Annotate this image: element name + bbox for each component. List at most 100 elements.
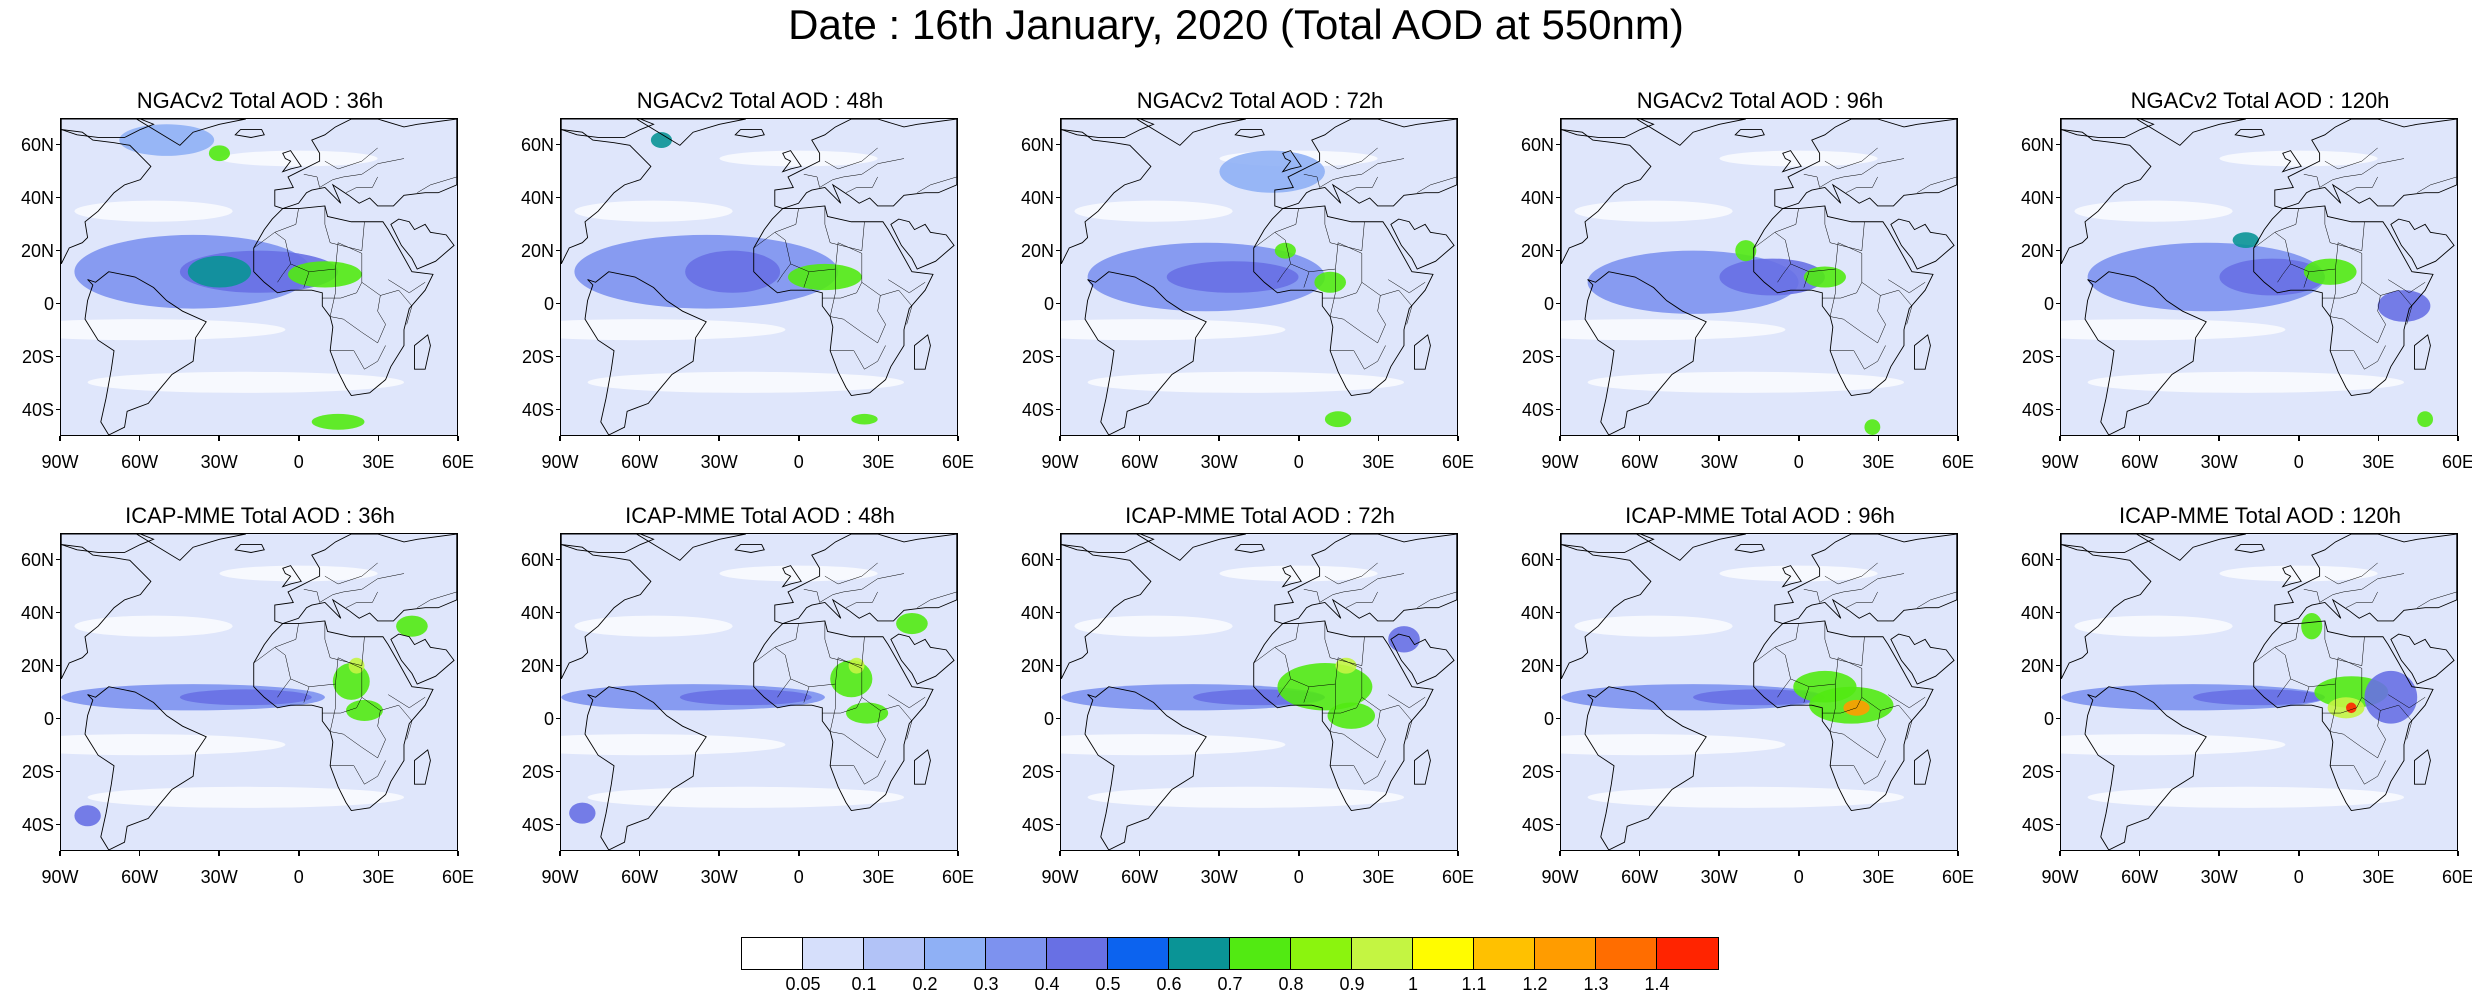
- coastline: [1281, 565, 1302, 588]
- country-border: [2398, 705, 2413, 740]
- map-frame: [560, 118, 958, 436]
- latitude-tick-label: 20S: [2021, 346, 2054, 367]
- country-border: [398, 290, 413, 325]
- country-border: [277, 263, 291, 283]
- country-border: [1388, 694, 1426, 709]
- latitude-tick-mark: [1556, 611, 1560, 614]
- aod-plume: [685, 250, 781, 293]
- aod-plume: [396, 615, 428, 637]
- longitude-tick-label: 30W: [2200, 452, 2238, 472]
- coastline: [914, 749, 931, 785]
- country-border: [2417, 591, 2457, 608]
- longitude-tick-label: 30E: [862, 867, 895, 887]
- aod-plume: [1388, 626, 1420, 653]
- longitude-tick-mark: [1559, 436, 1561, 441]
- longitude-tick-label: 90W: [1041, 452, 1079, 472]
- coastline: [61, 544, 152, 680]
- country-border: [1777, 678, 1791, 698]
- latitude-tick-label: 20N: [1520, 240, 1554, 261]
- clean-air-streak: [1061, 319, 1286, 341]
- clean-air-streak: [1061, 734, 1286, 756]
- longitude-tick-label: 60W: [121, 867, 159, 887]
- coastline: [1753, 205, 1934, 397]
- longitude-tick-mark: [1798, 851, 1800, 856]
- country-border: [388, 694, 426, 709]
- coastline: [2135, 534, 2246, 561]
- latitude-tick-mark: [556, 717, 560, 720]
- country-border: [803, 158, 905, 188]
- coastline: [1061, 544, 1152, 680]
- longitude-tick-label: 30W: [700, 452, 738, 472]
- colorbar-swatch: [803, 938, 864, 969]
- longitude-tick-label: 60E: [2441, 452, 2472, 472]
- coastline: [584, 686, 707, 850]
- country-border: [777, 263, 791, 283]
- country-border: [303, 686, 310, 703]
- coastline: [2234, 129, 2265, 138]
- longitude-tick-label: 60E: [1441, 867, 1475, 887]
- country-border: [1329, 269, 1386, 344]
- country-border: [1822, 282, 1863, 299]
- coastline: [781, 565, 802, 588]
- country-border: [1417, 591, 1457, 608]
- latitude-tick-mark: [556, 408, 560, 411]
- clean-air-streak: [1087, 786, 1405, 808]
- country-border: [1845, 591, 1878, 608]
- latitude-tick-label: 60N: [20, 134, 54, 155]
- latitude-tick-mark: [2056, 355, 2060, 358]
- latitude-tick-label: 60N: [520, 134, 554, 155]
- colorbar-label: 1.1: [1461, 974, 1487, 994]
- clean-air-streak: [74, 615, 233, 637]
- coastline: [253, 205, 434, 397]
- colorbar-swatch: [1047, 938, 1108, 969]
- coastline: [1253, 620, 1434, 812]
- longitude-tick-label: 60W: [1121, 867, 1159, 887]
- longitude-tick-label: 30E: [362, 452, 395, 472]
- longitude-tick-mark: [2059, 851, 2061, 856]
- coastline: [734, 544, 765, 553]
- clean-air-streak: [1074, 200, 1233, 222]
- colorbar-label: 0.9: [1339, 974, 1365, 994]
- latitude-tick-label: 40S: [2021, 814, 2054, 835]
- colorbar-swatch: [1108, 938, 1169, 969]
- latitude-tick-mark: [1056, 302, 1060, 305]
- longitude-tick-label: 90W: [2041, 867, 2079, 887]
- country-border: [2274, 208, 2299, 233]
- latitude-tick-mark: [56, 611, 60, 614]
- colorbar-label: 0.3: [973, 974, 999, 994]
- clean-air-streak: [1574, 615, 1733, 637]
- latitude-tick-label: 40N: [2020, 187, 2054, 208]
- country-border: [830, 345, 886, 370]
- country-border: [1777, 263, 1791, 283]
- aod-map: [1061, 534, 1457, 850]
- latitude-tick-label: 40S: [21, 814, 54, 835]
- latitude-tick-mark: [2056, 302, 2060, 305]
- country-border: [1329, 684, 1386, 759]
- country-border: [388, 279, 426, 294]
- clean-air-streak: [2219, 565, 2378, 582]
- latitude-tick-mark: [1056, 770, 1060, 773]
- longitude-tick-mark: [1377, 851, 1380, 856]
- coastline: [1774, 534, 1957, 625]
- panel-title: ICAP-MME Total AOD : 48h: [625, 503, 895, 528]
- coastline: [1390, 218, 1455, 270]
- longitude-tick-label: 60W: [2121, 452, 2159, 472]
- longitude-tick-mark: [1877, 851, 1880, 856]
- aod-plume: [1803, 266, 1847, 288]
- colorbar-swatch: [742, 938, 803, 969]
- aod-plume: [2346, 702, 2357, 714]
- coastline: [1135, 119, 1246, 146]
- country-border: [324, 562, 378, 585]
- country-border: [1824, 620, 1865, 666]
- country-border: [303, 158, 405, 188]
- colorbar-label: 1.3: [1583, 974, 1609, 994]
- longitude-tick-label: 60E: [441, 452, 475, 472]
- coastline: [1584, 271, 1707, 435]
- country-border: [777, 678, 791, 698]
- coastline: [274, 534, 457, 625]
- coastline: [2281, 565, 2302, 588]
- longitude-tick-mark: [877, 436, 880, 441]
- country-border: [2322, 282, 2363, 299]
- colorbar-label: 0.05: [785, 974, 821, 994]
- country-border: [322, 697, 363, 714]
